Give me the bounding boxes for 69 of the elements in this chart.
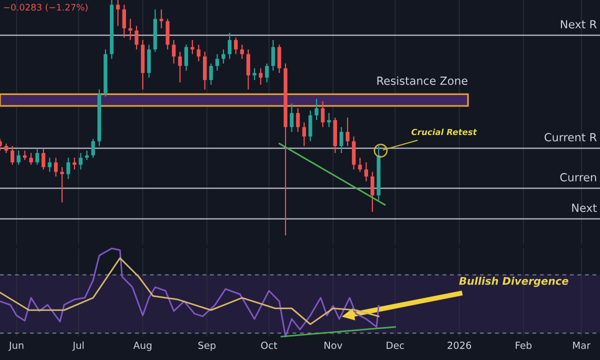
x-tick-label: Sep (198, 342, 216, 351)
ref-line-label: Current R (544, 133, 597, 142)
x-tick-label: Aug (133, 342, 152, 351)
chart-subtitle: −0.0283 (−1.27%) (4, 4, 88, 12)
candlestick (29, 152, 33, 166)
candlestick (116, 0, 120, 26)
candlestick (60, 166, 64, 203)
candlestick (320, 100, 325, 128)
ref-line-label: Next R (560, 20, 597, 28)
candlestick (246, 48, 250, 90)
candlestick (16, 150, 20, 166)
candlestick (234, 37, 238, 55)
ref-line-label: Next (572, 204, 597, 212)
candlestick (166, 18, 170, 50)
candlestick (252, 68, 256, 81)
x-tick-label: Jul (72, 341, 84, 351)
candlestick (209, 63, 213, 86)
x-tick-label: Nov (324, 342, 342, 349)
candlestick (228, 32, 232, 60)
band-label: Resistance Zone (377, 76, 468, 85)
candlestick (271, 39, 275, 72)
candlestick (147, 44, 151, 78)
candlestick (66, 157, 70, 180)
candlestick (258, 68, 263, 86)
x-tick-label: Feb (516, 341, 532, 349)
candlestick (85, 150, 89, 161)
candlestick (42, 148, 46, 170)
candlestick (128, 18, 132, 41)
annotation: Crucial Retest (412, 128, 478, 136)
candlestick (184, 44, 188, 72)
candlestick (308, 110, 312, 142)
candlestick (290, 103, 294, 132)
candlestick (215, 54, 220, 72)
candlestick (54, 157, 58, 178)
candlestick (265, 63, 269, 83)
candlestick (196, 44, 200, 62)
candlestick (91, 138, 95, 158)
candlestick (277, 44, 282, 74)
candlestick (35, 148, 40, 166)
candlestick (78, 152, 83, 170)
candlestick (202, 51, 207, 90)
candlestick (358, 157, 362, 172)
x-tick-label: 2026 (448, 342, 472, 349)
x-tick-label: Jun (8, 342, 24, 351)
candlestick (4, 143, 8, 154)
annotation: Bullish Divergence (459, 276, 568, 287)
candlestick (122, 4, 126, 38)
x-tick-label: Oct (261, 342, 278, 349)
candlestick (370, 171, 374, 212)
x-tick-label: Dec (386, 342, 404, 349)
candlestick (134, 25, 138, 50)
ref-line-label: Curren (560, 173, 596, 182)
candlestick (222, 48, 226, 64)
candlestick (346, 117, 350, 146)
candlestick (48, 157, 52, 172)
candlestick (240, 44, 244, 60)
candlestick (364, 162, 368, 182)
x-tick-label: Mar (573, 342, 591, 349)
candlestick (72, 157, 76, 170)
candlestick (327, 112, 331, 128)
candlestick (296, 108, 300, 132)
candlestick (190, 39, 194, 55)
candlestick (10, 145, 14, 166)
candlestick (172, 39, 176, 64)
candlestick (178, 51, 182, 83)
candlestick (340, 126, 344, 154)
candlestick (302, 122, 306, 146)
candlestick (352, 136, 356, 170)
candlestick (314, 98, 318, 121)
